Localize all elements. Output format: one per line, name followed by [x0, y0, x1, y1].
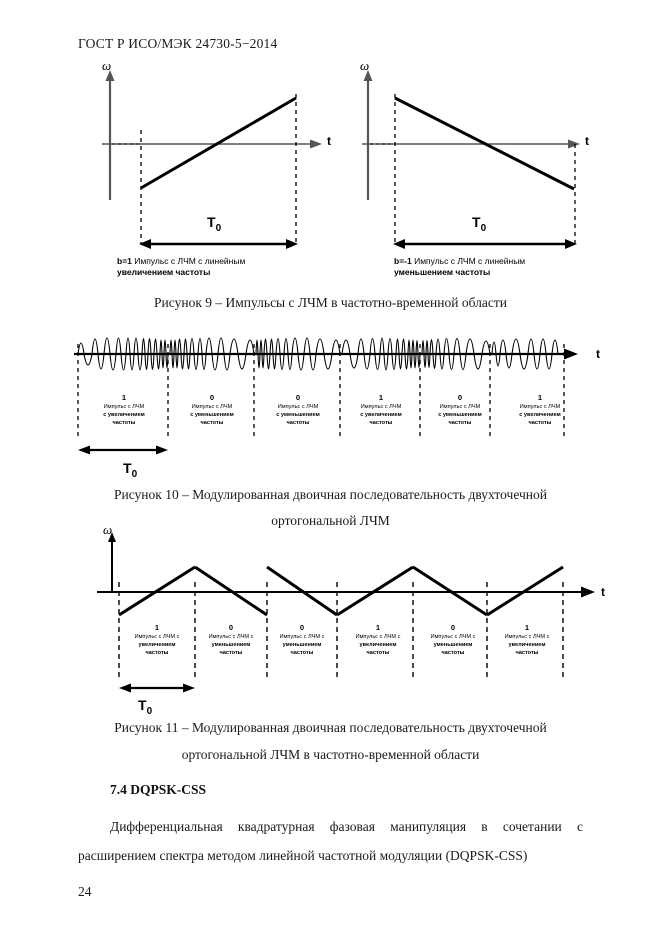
page-number: 24 [78, 884, 92, 899]
segment-bit: 1 [154, 623, 160, 632]
segment-line2: уменьшением [433, 642, 473, 649]
segment-bit: 0 [209, 393, 215, 402]
figure11-chart: ω t [95, 522, 625, 710]
segment-line3: частоты [290, 650, 314, 657]
figure11-segment-2: 0 Импульс с ЛЧМ с уменьшением частоты [265, 622, 339, 658]
segment-line3: частоты [219, 650, 243, 657]
figure11-segment-1: 0 Импульс с ЛЧМ с уменьшением частоты [195, 622, 267, 658]
segment-bit: 0 [228, 623, 234, 632]
document-header: ГОСТ Р ИСО/МЭК 24730-5−2014 [78, 36, 278, 51]
segment-line1: Импульс с ЛЧМ с [355, 634, 401, 640]
segment-line3: частоты [145, 650, 169, 657]
segment-bit: 1 [378, 393, 384, 402]
segment-line3: частоты [366, 650, 390, 657]
segment-line1: Импульс с ЛЧМ [519, 404, 561, 410]
figure10-segment-4: 0 Импульс с ЛЧМ с уменьшением частоты [420, 392, 500, 428]
t-axis-label: t [601, 585, 605, 599]
figure9-left-bit: b=1 [117, 256, 132, 266]
figure11-svg [97, 532, 595, 693]
section-paragraph: Дифференциальная квадратурная фазовая ма… [78, 819, 583, 863]
segment-line2: с увеличением [360, 412, 402, 419]
segment-line2: с уменьшением [438, 412, 482, 419]
omega-axis-label: ω [102, 58, 112, 73]
section-heading: 7.4 DQPSK-CSS [110, 782, 207, 797]
segment-line3: частоты [369, 420, 393, 427]
segment-line3: частоты [112, 420, 136, 427]
segment-line2: уменьшением [282, 642, 322, 649]
segment-line1: Импульс с ЛЧМ с [279, 634, 325, 640]
segment-line1: Импульс с ЛЧМ с [208, 634, 254, 640]
segment-bit: 0 [457, 393, 463, 402]
figure9-right-caption-line1: Импульс с ЛЧМ с линейным [414, 256, 526, 266]
figure9-right-bit: b=-1 [394, 256, 412, 266]
figure11-segment-3: 1 Импульс с ЛЧМ с увеличением частоты [340, 622, 416, 658]
segment-line2: увеличением [508, 642, 546, 649]
figure9-left-chart: ω t T0 [84, 58, 354, 262]
segment-bit: 1 [537, 393, 543, 402]
omega-axis-label: ω [360, 58, 370, 73]
figure9-left-caption-line2: увеличением частоты [117, 267, 211, 277]
figure9-caption: Рисунок 9 – Импульсы с ЛЧМ в частотно-вр… [154, 295, 507, 310]
t-axis-label: t [327, 134, 331, 148]
figure10-t0-label: T0 [123, 460, 138, 480]
figure11-t0-label: T0 [138, 697, 153, 717]
segment-line3: частоты [286, 420, 310, 427]
segment-line3: частоты [200, 420, 224, 427]
figure10-segment-0: 1 Импульс с ЛЧМ с увеличением частоты [80, 392, 168, 428]
segment-line1: Импульс с ЛЧМ с [134, 634, 180, 640]
figure11-caption-line1: Рисунок 11 – Модулированная двоичная пос… [114, 720, 547, 735]
figure9-left-svg [102, 70, 322, 249]
segment-bit: 0 [450, 623, 456, 632]
figure10-segment-1: 0 Импульс с ЛЧМ с уменьшением частоты [170, 392, 254, 428]
figure9-right-svg [362, 70, 580, 249]
segment-line3: частоты [448, 420, 472, 427]
segment-bit: 1 [121, 393, 127, 402]
segment-line3: частоты [528, 420, 552, 427]
figure10-svg [74, 337, 578, 455]
segment-line2: с уменьшением [276, 412, 320, 419]
figure9-left-caption-line1: Импульс с ЛЧМ с линейным [134, 256, 246, 266]
segment-bit: 0 [295, 393, 301, 402]
figure11-segment-4: 0 Импульс с ЛЧМ с уменьшением частоты [416, 622, 490, 658]
segment-line1: Импульс с ЛЧМ [439, 404, 481, 410]
segment-line2: с увеличением [103, 412, 145, 419]
t-axis-label: t [585, 134, 589, 148]
figure9-right-caption: b=-1 Импульс с ЛЧМ с линейным уменьшение… [394, 256, 624, 278]
figure9-right-caption-line2: уменьшением частоты [394, 267, 491, 277]
segment-line1: Импульс с ЛЧМ [191, 404, 233, 410]
figure10-chart [70, 318, 600, 478]
segment-line3: частоты [441, 650, 465, 657]
segment-line3: частоты [515, 650, 539, 657]
t0-label: T0 [472, 214, 487, 234]
figure10-t-axis-label: t [596, 347, 600, 361]
segment-line2: увеличением [138, 642, 176, 649]
segment-line1: Импульс с ЛЧМ [277, 404, 319, 410]
segment-bit: 1 [524, 623, 530, 632]
figure10-segment-2: 0 Импульс с ЛЧМ с уменьшением частоты [256, 392, 340, 428]
segment-line2: с уменьшением [190, 412, 234, 419]
figure10-segment-3: 1 Импульс с ЛЧМ с увеличением частоты [340, 392, 422, 428]
segment-line1: Импульс с ЛЧМ [103, 404, 145, 410]
segment-line2: уменьшением [211, 642, 251, 649]
omega-axis-label: ω [103, 522, 113, 537]
figure10-caption-line1: Рисунок 10 – Модулированная двоичная пос… [114, 487, 547, 502]
figure11-segment-0: 1 Импульс с ЛЧМ с увеличением частоты [119, 622, 195, 658]
segment-line2: увеличением [359, 642, 397, 649]
segment-bit: 0 [299, 623, 305, 632]
figure11-caption-line2: ортогональной ЛЧМ в частотно-временной о… [181, 747, 480, 762]
figure11-segment-5: 1 Импульс с ЛЧМ с увеличением частоты [489, 622, 565, 658]
figure9-right-chart: ω t T0 [352, 58, 622, 262]
segment-line1: Импульс с ЛЧМ с [504, 634, 550, 640]
segment-line1: Импульс с ЛЧМ [360, 404, 402, 410]
segment-bit: 1 [375, 623, 381, 632]
segment-line2: с увеличением [519, 412, 561, 419]
figure9-left-caption: b=1 Импульс с ЛЧМ с линейным увеличением… [117, 256, 337, 278]
t0-label: T0 [207, 214, 222, 234]
segment-line1: Импульс с ЛЧМ с [430, 634, 476, 640]
figure10-caption-line2: ортогональной ЛЧМ [271, 513, 390, 528]
figure10-segment-5: 1 Импульс с ЛЧМ с увеличением частоты [498, 392, 582, 428]
